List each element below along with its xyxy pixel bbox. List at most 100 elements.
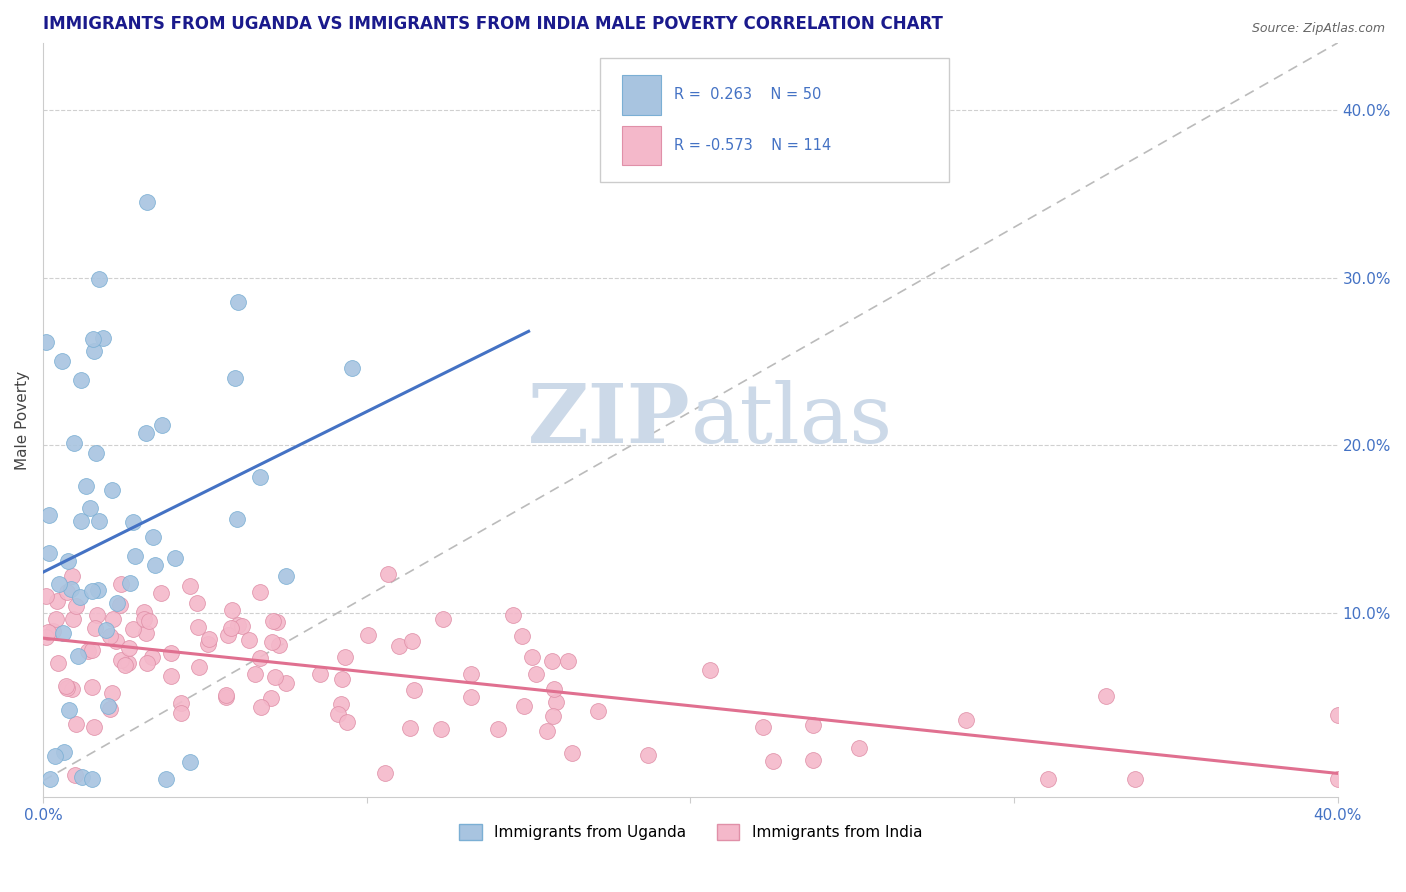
Point	[69, 591, 91, 605]
Point	[80, 583, 103, 598]
Point	[87, 582, 110, 597]
Point	[155, 772, 177, 786]
Point	[264, 670, 287, 684]
Point	[134, 612, 156, 626]
Point	[150, 418, 173, 433]
Point	[138, 614, 160, 628]
Point	[309, 666, 332, 681]
Point	[333, 649, 356, 664]
Point	[329, 697, 352, 711]
Text: R = -0.573    N = 114: R = -0.573 N = 114	[673, 138, 831, 153]
Point	[432, 612, 454, 626]
Point	[637, 747, 659, 762]
Point	[101, 483, 124, 497]
Point	[52, 626, 75, 640]
Point	[1094, 689, 1116, 703]
Point	[86, 607, 108, 622]
Point	[163, 550, 186, 565]
Point	[801, 718, 824, 732]
Point	[401, 634, 423, 648]
Point	[249, 469, 271, 483]
Point	[377, 567, 399, 582]
Point	[262, 635, 284, 649]
Point	[101, 686, 124, 700]
Point	[502, 607, 524, 622]
Point	[60, 681, 83, 696]
Point	[374, 765, 396, 780]
Point	[135, 657, 157, 671]
Point	[44, 749, 66, 764]
Point	[38, 546, 60, 560]
Point	[326, 706, 349, 721]
Point	[536, 724, 558, 739]
Point	[214, 688, 236, 702]
Point	[41, 624, 63, 639]
Point	[110, 653, 132, 667]
Point	[188, 660, 211, 674]
Point	[520, 650, 543, 665]
Point	[1038, 772, 1060, 786]
Point	[67, 649, 90, 664]
Point	[94, 624, 117, 638]
Point	[699, 663, 721, 677]
Point	[35, 589, 58, 603]
Point	[124, 549, 146, 563]
Point	[91, 330, 114, 344]
Point	[35, 630, 58, 644]
Point	[107, 596, 129, 610]
Point	[340, 360, 363, 375]
Point	[55, 679, 77, 693]
Point	[37, 624, 59, 639]
Point	[98, 702, 121, 716]
Point	[388, 640, 411, 654]
Point	[69, 373, 91, 387]
Point	[46, 594, 69, 608]
Point	[38, 508, 60, 522]
Point	[45, 612, 67, 626]
Point	[1326, 772, 1348, 786]
Point	[219, 621, 242, 635]
Point	[70, 770, 93, 784]
Point	[136, 194, 159, 209]
Point	[79, 500, 101, 515]
Point	[159, 669, 181, 683]
Point	[460, 667, 482, 681]
Point	[221, 603, 243, 617]
Point	[121, 515, 143, 529]
Point	[55, 681, 77, 695]
Point	[274, 569, 297, 583]
Point	[132, 605, 155, 619]
Point	[1326, 707, 1348, 722]
Point	[197, 637, 219, 651]
Point	[82, 332, 104, 346]
Point	[187, 620, 209, 634]
Point	[357, 628, 380, 642]
Point	[460, 690, 482, 704]
Point	[141, 650, 163, 665]
Point	[274, 676, 297, 690]
Point	[751, 720, 773, 734]
Point	[114, 658, 136, 673]
Point	[117, 657, 139, 671]
Point	[160, 646, 183, 660]
Point	[260, 690, 283, 705]
Point	[58, 703, 80, 717]
Point	[238, 633, 260, 648]
Point	[198, 632, 221, 647]
Point	[955, 713, 977, 727]
Point	[399, 721, 422, 735]
Point	[217, 628, 239, 642]
Point	[98, 629, 121, 643]
Point	[249, 585, 271, 599]
FancyBboxPatch shape	[600, 58, 949, 183]
Point	[588, 704, 610, 718]
Point	[243, 666, 266, 681]
Point	[215, 690, 238, 705]
Point	[35, 334, 58, 349]
Point	[486, 722, 509, 736]
Point	[89, 514, 111, 528]
Point	[267, 638, 290, 652]
Point	[561, 747, 583, 761]
Point	[226, 512, 249, 526]
Point	[135, 425, 157, 440]
